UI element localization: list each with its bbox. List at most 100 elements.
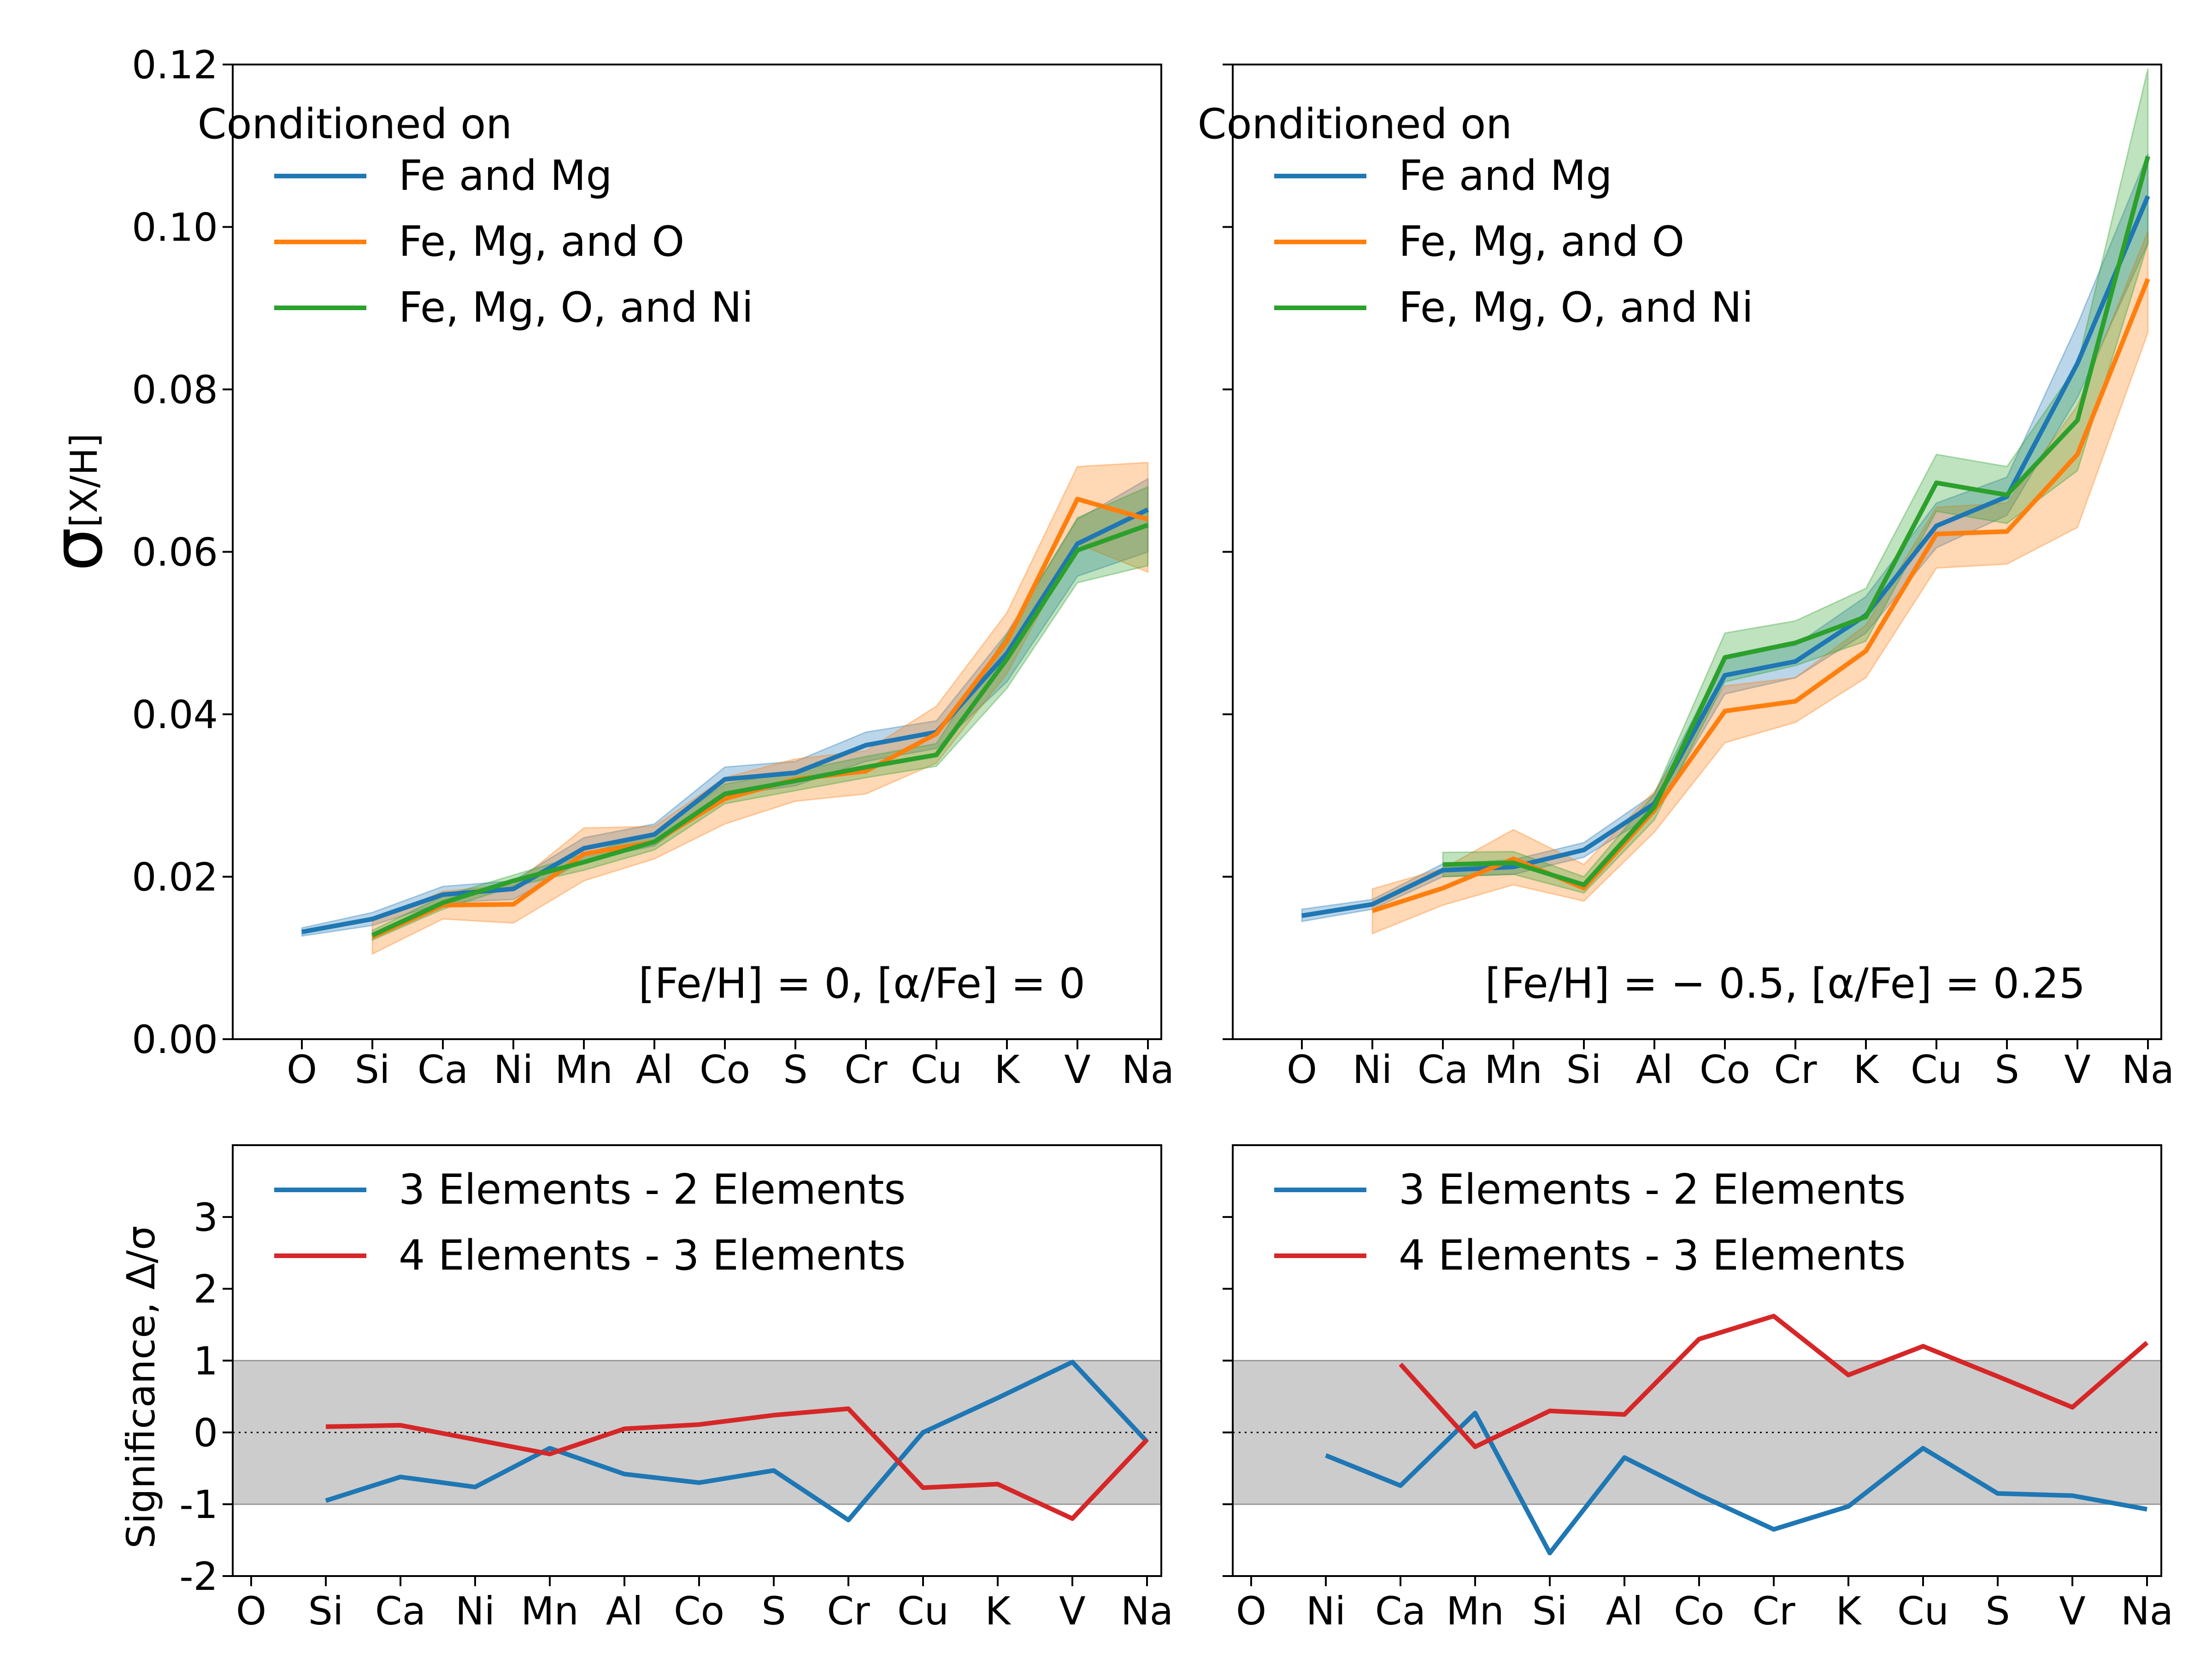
x-tick-label: V <box>2064 1047 2090 1092</box>
x-tick-label: Mn <box>1484 1047 1542 1092</box>
x-tick-label: K <box>994 1047 1020 1092</box>
x-tick-label: Co <box>1700 1047 1750 1092</box>
legend-label-1: 3 Elements - 2 Elements <box>1399 1165 1906 1214</box>
y-tick-label: 1 <box>194 1339 218 1384</box>
x-tick-label: Mn <box>1446 1588 1504 1634</box>
x-tick-label: Na <box>1121 1588 1173 1634</box>
uncertainty-band-series-2 <box>1371 230 2149 935</box>
series-line-2 <box>1371 278 2150 913</box>
x-tick-label: S <box>1985 1588 2010 1634</box>
y-tick-label: 0.02 <box>132 855 218 900</box>
x-tick-label: Na <box>1122 1047 1174 1092</box>
axes-frame <box>232 64 1162 1040</box>
uncertainty-band-series-3 <box>1442 68 2149 894</box>
legend-label-2: Fe, Mg, and O <box>1399 218 1684 266</box>
panel-bottom-right: O Ni Ca Mn Si Al Co Cr K Cu S V Na 3 Elements - 2 Ele… <box>1223 1144 2173 1634</box>
x-tick-label: Al <box>606 1588 643 1634</box>
legend-label-3: Fe, Mg, O, and Ni <box>1399 283 1753 332</box>
series-line-1 <box>325 1359 1149 1523</box>
x-tick-label: Co <box>1674 1588 1724 1634</box>
x-tick-label: Na <box>2121 1588 2173 1634</box>
x-tick-label: Mn <box>521 1588 579 1634</box>
uncertainty-band-series-1 <box>301 477 1149 937</box>
x-tick-label: Cr <box>1752 1588 1795 1634</box>
x-tick-label: Cu <box>897 1588 949 1634</box>
chart-panels: 0.00 0.02 0.04 0.06 0.08 0.10 0.12 O Si Ca Ni Mn Al C… <box>132 42 2174 1634</box>
uncertainty-band-series-3 <box>371 486 1149 941</box>
x-tick-label: K <box>1835 1588 1862 1634</box>
y-tick-label: 3 <box>194 1195 218 1240</box>
x-tick-label: O <box>1287 1047 1317 1092</box>
series-line-3 <box>371 523 1149 937</box>
x-tick-label: Ca <box>1418 1047 1468 1092</box>
x-tick-label: Ni <box>1353 1047 1392 1092</box>
y-tick-label: 0.00 <box>132 1017 218 1062</box>
y-tick-label: -2 <box>179 1554 218 1599</box>
x-tick-label: Ca <box>418 1047 468 1092</box>
y-axis-title-sigma: σ <box>38 528 118 571</box>
top-left-y-axis-title: σ[X/H] <box>38 433 118 571</box>
legend-label-1: Fe and Mg <box>399 152 612 200</box>
condition-annotation: [Fe/H] = 0, [α/Fe] = 0 <box>638 959 1085 1008</box>
bottom-left-y-axis-title: Significance, Δ/σ <box>118 1226 164 1549</box>
legend-label-3: Fe, Mg, O, and Ni <box>399 283 753 332</box>
x-tick-label: S <box>761 1588 786 1634</box>
x-tick-label: Cu <box>1911 1047 1962 1092</box>
x-tick-label: Ca <box>1375 1588 1426 1634</box>
x-tick-label: Si <box>355 1047 390 1092</box>
series-line-1 <box>1325 1411 2147 1556</box>
x-tick-label: Si <box>1532 1588 1568 1634</box>
y-tick-label: 2 <box>194 1267 218 1312</box>
legend-title: Conditioned on <box>198 100 512 148</box>
series-line-2 <box>325 1406 1149 1521</box>
x-tick-label: K <box>985 1588 1011 1634</box>
y-tick-label: 0.08 <box>132 367 218 412</box>
x-tick-label: K <box>1853 1047 1879 1092</box>
x-tick-label: Ni <box>494 1047 533 1092</box>
uncertainty-band-series-2 <box>371 462 1149 955</box>
y-tick-label: -1 <box>179 1482 218 1527</box>
series-line-3 <box>1442 155 2150 888</box>
legend-label-1: 3 Elements - 2 Elements <box>399 1165 906 1214</box>
x-tick-label: Si <box>308 1588 344 1634</box>
legend-title: Conditioned on <box>1198 100 1512 148</box>
panel-bottom-left: -2 -1 0 1 2 3 O Si Ca Ni Mn Al Co S Cr Cu K V Na 3 Elements… <box>179 1144 1173 1634</box>
x-tick-label: Co <box>700 1047 750 1092</box>
x-tick-label: Cu <box>1897 1588 1949 1634</box>
x-tick-label: V <box>1064 1047 1090 1092</box>
x-tick-label: O <box>236 1588 266 1634</box>
legend-label-1: Fe and Mg <box>1399 152 1612 200</box>
legend-label-2: 4 Elements - 3 Elements <box>399 1231 906 1280</box>
legend-label-2: 4 Elements - 3 Elements <box>1399 1231 1906 1280</box>
x-tick-label: Cr <box>1774 1047 1817 1092</box>
x-tick-label: S <box>1994 1047 2019 1092</box>
x-tick-label: Cu <box>911 1047 962 1092</box>
y-tick-label: 0 <box>194 1410 218 1455</box>
y-tick-label: 0.04 <box>132 692 218 737</box>
x-tick-label: Ni <box>1306 1588 1346 1634</box>
y-tick-label: 0.06 <box>132 530 218 575</box>
x-tick-label: Al <box>636 1047 673 1092</box>
x-tick-label: Si <box>1566 1047 1602 1092</box>
series-line-2 <box>1399 1313 2149 1449</box>
x-tick-label: V <box>2059 1588 2085 1634</box>
x-tick-label: Cr <box>844 1047 888 1092</box>
x-tick-label: Cr <box>827 1588 870 1634</box>
x-tick-label: Ca <box>375 1588 426 1634</box>
x-tick-label: Al <box>1606 1588 1643 1634</box>
x-tick-label: Co <box>674 1588 724 1634</box>
x-tick-label: Na <box>2122 1047 2174 1092</box>
panel-top-left: 0.00 0.02 0.04 0.06 0.08 0.10 0.12 O Si Ca Ni Mn Al C… <box>132 42 1174 1092</box>
y-tick-label: 0.10 <box>132 205 218 250</box>
y-tick-label: 0.12 <box>132 42 218 88</box>
x-tick-label: Ni <box>455 1588 495 1634</box>
x-tick-label: O <box>1236 1588 1266 1634</box>
condition-annotation: [Fe/H] = − 0.5, [α/Fe] = 0.25 <box>1485 959 2085 1008</box>
x-tick-label: O <box>287 1047 317 1092</box>
y-axis-title-subscript: [X/H] <box>63 433 106 527</box>
x-tick-label: Mn <box>555 1047 613 1092</box>
series-line-1 <box>301 507 1149 935</box>
x-tick-label: S <box>783 1047 807 1092</box>
